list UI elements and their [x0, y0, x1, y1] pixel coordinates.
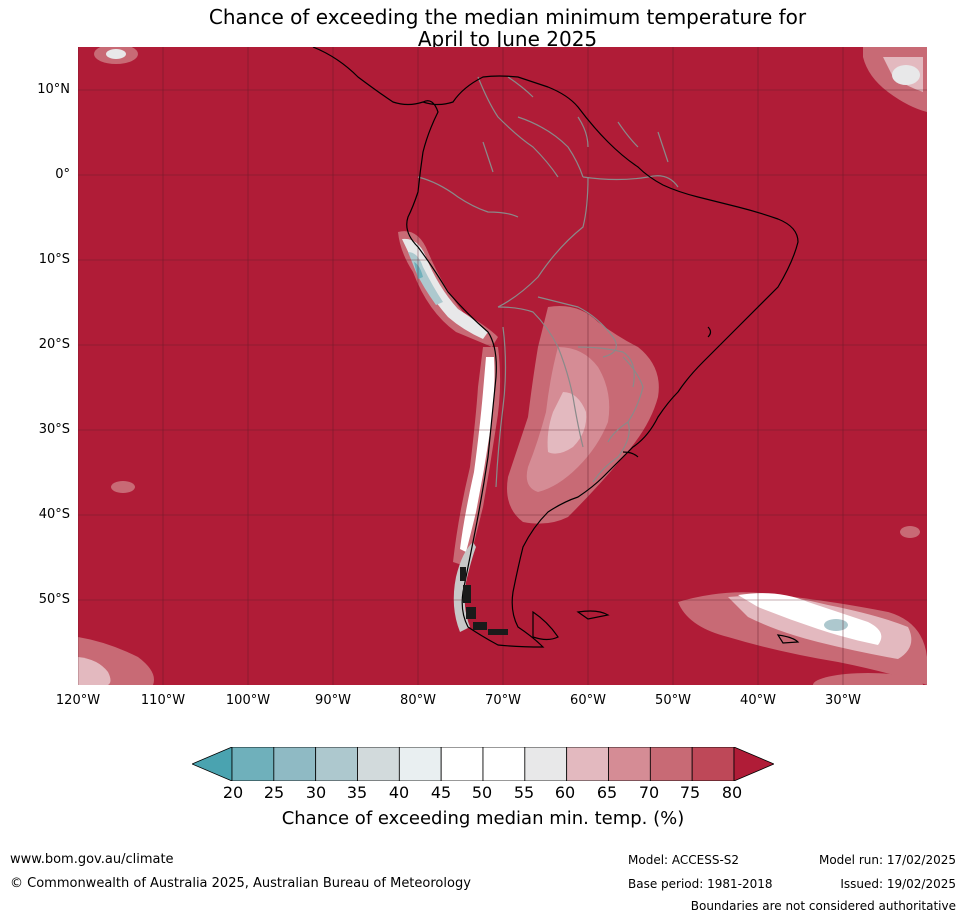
colorbar-segment: [566, 747, 609, 781]
map-title-line1: Chance of exceeding the median minimum t…: [208, 5, 807, 29]
colorbar-segment: [231, 747, 275, 781]
footer-base-period: Base period: 1981-2018: [628, 877, 773, 891]
lat-label-50s: 50°S: [38, 592, 70, 607]
colorbar-segment: [524, 747, 568, 781]
footer-issued: Issued: 19/02/2025: [840, 877, 956, 891]
lat-label-10s: 10°S: [38, 252, 70, 267]
colorbar-segment: [273, 747, 317, 781]
footer-website: www.bom.gov.au/climate: [10, 852, 174, 867]
cb-tick-60: 60: [554, 783, 576, 802]
cb-tick-70: 70: [638, 783, 660, 802]
footer-model: Model: ACCESS-S2: [628, 853, 740, 867]
lon-label-30w: 30°W: [825, 693, 861, 708]
lon-label-70w: 70°W: [485, 693, 521, 708]
lon-label-120w: 120°W: [55, 693, 101, 708]
colorbar-segment: [649, 747, 693, 781]
colorbar-extend-high: [733, 747, 774, 781]
footer-copyright: © Commonwealth of Australia 2025, Austra…: [10, 876, 471, 891]
map-title-line2: April to June 2025: [417, 27, 598, 51]
cb-tick-80: 80: [721, 783, 743, 802]
probability-contours: [78, 47, 927, 685]
lat-label-0: 0°: [55, 167, 70, 182]
cb-tick-30: 30: [305, 783, 327, 802]
lat-label-20s: 20°S: [38, 337, 70, 352]
lon-label-80w: 80°W: [400, 693, 436, 708]
cb-tick-45: 45: [430, 783, 452, 802]
colorbar-segment: [608, 747, 651, 781]
colorbar-extend-low: [192, 747, 233, 781]
lon-label-60w: 60°W: [570, 693, 606, 708]
lon-label-50w: 50°W: [655, 693, 691, 708]
cb-tick-75: 75: [679, 783, 701, 802]
lon-label-40w: 40°W: [740, 693, 776, 708]
lat-label-10n: 10°N: [37, 82, 70, 97]
cb-tick-25: 25: [263, 783, 285, 802]
cb-tick-55: 55: [513, 783, 535, 802]
cb-tick-35: 35: [346, 783, 368, 802]
lon-label-90w: 90°W: [315, 693, 351, 708]
gridlines: [78, 47, 927, 685]
lon-label-110w: 110°W: [140, 693, 186, 708]
colorbar: [192, 747, 774, 781]
colorbar-segment: [315, 747, 358, 781]
lat-label-40s: 40°S: [38, 507, 70, 522]
map-background: [78, 47, 927, 685]
cb-tick-40: 40: [388, 783, 410, 802]
country-borders: [417, 76, 679, 488]
colorbar-segment: [691, 747, 735, 781]
footer-disclaimer: Boundaries are not considered authoritat…: [690, 899, 956, 913]
cb-tick-20: 20: [222, 783, 244, 802]
lon-label-100w: 100°W: [225, 693, 271, 708]
chile-islands: [460, 567, 508, 635]
colorbar-segment: [398, 747, 442, 781]
colorbar-segment: [440, 747, 484, 781]
cb-tick-65: 65: [596, 783, 618, 802]
lat-label-30s: 30°S: [38, 422, 70, 437]
colorbar-segment: [482, 747, 526, 781]
coastline: [312, 47, 800, 648]
footer-model-run: Model run: 17/02/2025: [818, 853, 956, 867]
probability-map: [78, 47, 927, 685]
cb-tick-50: 50: [471, 783, 493, 802]
colorbar-label: Chance of exceeding median min. temp. (%…: [281, 808, 685, 829]
colorbar-segment: [357, 747, 400, 781]
